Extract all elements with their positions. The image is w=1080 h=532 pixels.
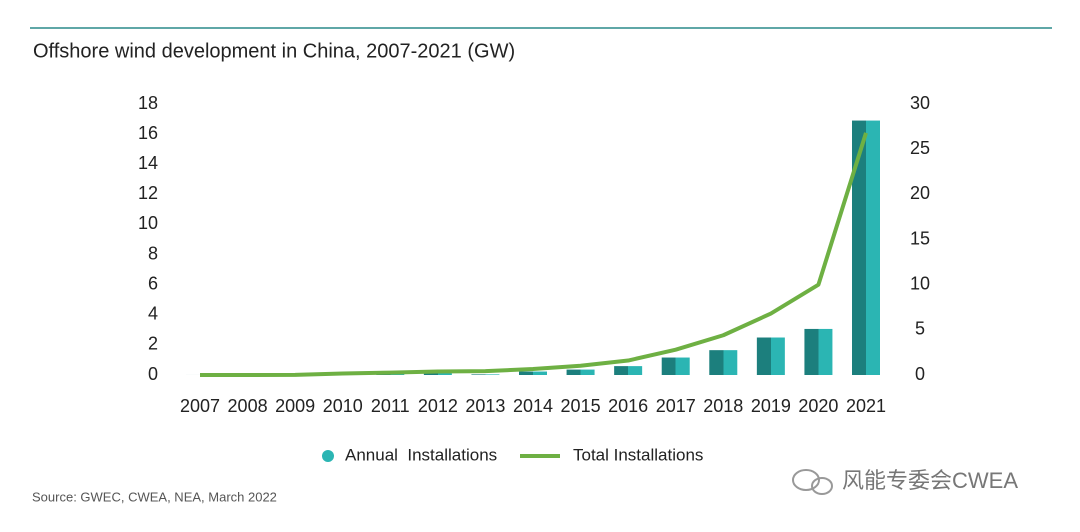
x-tick-label: 2011 (371, 396, 410, 416)
x-tick-label: 2007 (180, 396, 220, 416)
x-tick-label: 2015 (561, 396, 601, 416)
y-tick-label: 10 (138, 213, 158, 233)
x-tick-label: 2021 (846, 396, 886, 416)
y-tick-label: 16 (138, 123, 158, 143)
y2-tick-label: 20 (910, 183, 930, 203)
source: Source: GWEC, CWEA, NEA, March 2022 (32, 489, 277, 504)
x-tick-label: 2008 (228, 396, 268, 416)
bar (519, 372, 547, 375)
y2-tick-label: 15 (910, 228, 930, 248)
y2-tick-label: 25 (910, 138, 930, 158)
x-tick-label: 2017 (656, 396, 696, 416)
y2-tick-label: 0 (915, 364, 925, 384)
y2-tick-label: 5 (915, 319, 925, 339)
x-tick-label: 2010 (323, 396, 363, 416)
x-tick-label: 2016 (608, 396, 648, 416)
watermark: 风能专委会CWEA (842, 468, 1018, 493)
bar (662, 358, 690, 375)
y2-tick-label: 10 (910, 273, 930, 293)
bar (567, 370, 595, 375)
x-tick-label: 2019 (751, 396, 791, 416)
x-tick-label: 2020 (798, 396, 838, 416)
x-tick-label: 2009 (275, 396, 315, 416)
x-tick-label: 2018 (703, 396, 743, 416)
y2-tick-label: 30 (910, 93, 930, 113)
y-tick-label: 4 (148, 304, 158, 324)
legend-label: Total Installations (573, 445, 703, 464)
legend-label: Annual Installations (345, 445, 497, 464)
chart-title: Offshore wind development in China, 2007… (33, 40, 515, 62)
bar (804, 329, 832, 375)
x-tick-label: 2012 (418, 396, 458, 416)
bar (614, 366, 642, 375)
y-tick-label: 0 (148, 364, 158, 384)
bar (709, 350, 737, 375)
legend-swatch (322, 450, 334, 462)
y-tick-label: 12 (138, 183, 158, 203)
y-tick-label: 18 (138, 93, 158, 113)
bar (757, 338, 785, 375)
watermark-icon (793, 470, 832, 494)
x-tick-label: 2013 (465, 396, 505, 416)
bar (471, 374, 499, 375)
y-tick-label: 14 (138, 153, 158, 173)
y-tick-label: 6 (148, 273, 158, 293)
y-tick-label: 8 (148, 243, 158, 263)
x-tick-label: 2014 (513, 396, 553, 416)
y-tick-label: 2 (148, 334, 158, 354)
